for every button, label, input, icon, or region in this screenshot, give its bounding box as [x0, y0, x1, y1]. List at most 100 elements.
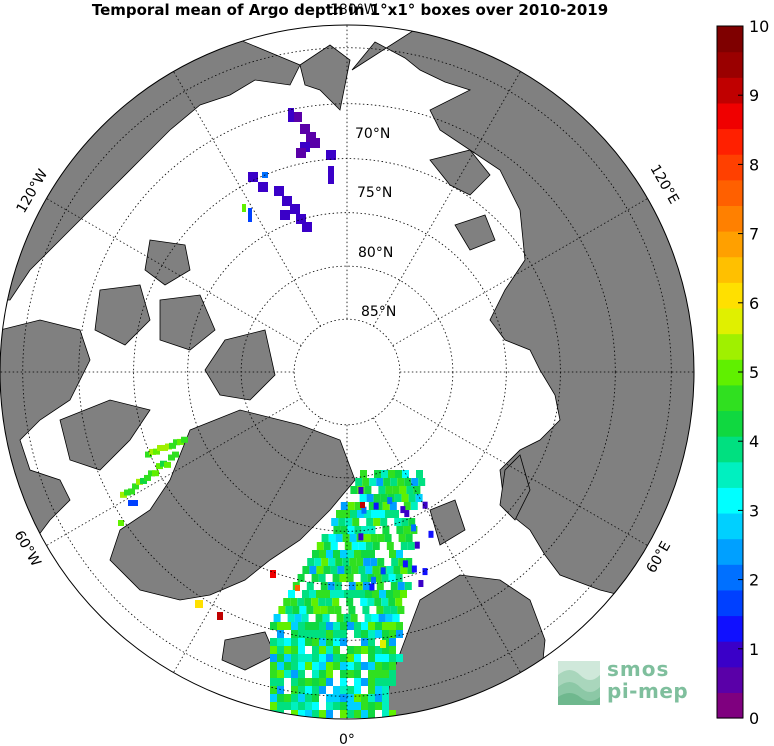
data-box — [270, 702, 277, 710]
data-box — [334, 582, 342, 590]
data-box — [298, 670, 305, 678]
data-box — [343, 510, 350, 518]
logo-wave-icon — [558, 661, 600, 705]
data-box — [333, 694, 340, 702]
data-box — [160, 460, 167, 467]
data-box — [290, 204, 300, 214]
data-box — [402, 560, 408, 568]
data-box — [389, 654, 396, 662]
data-box — [327, 606, 335, 614]
data-box — [361, 678, 368, 686]
data-box — [351, 542, 359, 550]
data-box — [298, 694, 305, 702]
data-box — [283, 598, 291, 606]
data-box — [368, 622, 375, 630]
data-box — [258, 182, 268, 192]
data-box — [291, 702, 298, 710]
data-box — [248, 172, 258, 182]
data-box — [242, 204, 246, 212]
data-box — [277, 686, 284, 694]
data-box — [411, 565, 417, 573]
data-box — [346, 574, 354, 582]
data-box — [291, 662, 298, 670]
data-box — [291, 710, 298, 718]
data-box — [305, 622, 312, 630]
data-box — [375, 630, 382, 638]
data-box — [354, 662, 361, 670]
data-box — [314, 558, 322, 566]
data-box — [333, 630, 340, 638]
data-box — [277, 638, 284, 646]
colorbar-segment — [717, 461, 743, 488]
data-box — [326, 630, 333, 638]
data-box — [305, 686, 312, 694]
data-box — [153, 448, 160, 455]
data-box — [157, 445, 164, 452]
data-box — [305, 638, 312, 646]
data-box — [330, 566, 338, 574]
data-box — [319, 630, 326, 638]
data-box — [373, 518, 381, 526]
data-box — [333, 646, 340, 654]
data-box — [418, 478, 426, 486]
data-box — [418, 580, 424, 588]
data-box — [270, 694, 277, 702]
map-boundary — [0, 24, 695, 720]
data-box — [298, 622, 305, 630]
map-title: Temporal mean of Argo depth in 1°x1° box… — [91, 1, 609, 19]
colorbar-segment — [717, 410, 743, 437]
data-box — [373, 494, 381, 502]
data-box — [347, 654, 354, 662]
data-box — [400, 590, 407, 598]
data-box — [364, 614, 372, 622]
data-box — [342, 558, 350, 566]
data-box — [358, 533, 364, 541]
data-box — [371, 510, 378, 518]
greenland — [109, 409, 356, 601]
chukotka-land — [299, 44, 351, 111]
data-box — [396, 654, 403, 662]
data-box — [382, 630, 389, 638]
data-box — [410, 502, 418, 510]
data-box — [360, 502, 365, 508]
data-box — [368, 662, 375, 670]
data-box — [326, 710, 333, 718]
data-box — [375, 622, 382, 630]
data-box — [319, 638, 326, 646]
data-box — [382, 694, 389, 702]
data-box — [330, 542, 338, 550]
data-box — [347, 526, 355, 534]
data-box — [291, 686, 298, 694]
data-box — [270, 670, 277, 678]
data-box — [305, 630, 312, 638]
colorbar-segment — [717, 205, 743, 232]
data-box — [396, 630, 403, 638]
colorbar-segment — [717, 154, 743, 181]
colorbar-tick-label: 8 — [749, 155, 759, 174]
data-box — [375, 502, 383, 510]
data-box — [354, 710, 361, 718]
data-box — [298, 646, 305, 654]
data-box — [284, 638, 291, 646]
data-box — [312, 710, 319, 718]
data-box — [366, 518, 374, 526]
data-box — [351, 590, 358, 598]
data-box — [393, 590, 400, 598]
data-box — [291, 670, 298, 678]
data-box — [277, 702, 284, 710]
data-box — [382, 622, 389, 630]
data-box — [340, 638, 347, 646]
data-box — [306, 582, 314, 590]
data-box — [395, 574, 403, 582]
data-box — [340, 702, 347, 710]
data-box — [340, 526, 348, 534]
data-box — [361, 506, 367, 514]
data-box — [339, 574, 347, 582]
data-box — [347, 622, 354, 630]
data-box — [374, 598, 382, 606]
data-box — [382, 710, 389, 718]
latitude-circle — [22, 47, 672, 697]
data-box — [397, 478, 405, 486]
data-box — [305, 662, 312, 670]
